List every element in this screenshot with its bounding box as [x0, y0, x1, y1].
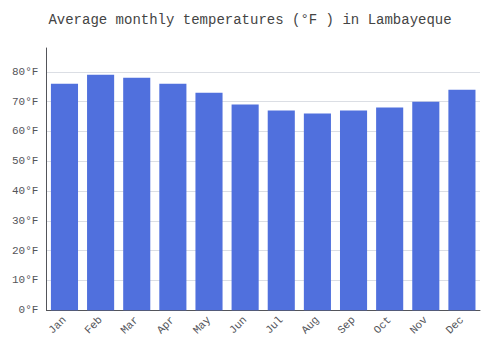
svg-text:Mar: Mar — [119, 314, 141, 336]
svg-text:May: May — [191, 314, 214, 337]
svg-text:Feb: Feb — [82, 314, 104, 336]
svg-text:Average monthly temperatures (: Average monthly temperatures (°F ) in La… — [48, 12, 451, 28]
svg-text:Sep: Sep — [335, 314, 357, 336]
svg-text:Jan: Jan — [46, 314, 68, 336]
svg-text:50°F: 50°F — [12, 155, 38, 167]
svg-text:70°F: 70°F — [12, 96, 38, 108]
svg-text:Oct: Oct — [371, 314, 393, 336]
svg-text:Aug: Aug — [299, 314, 321, 336]
svg-text:Nov: Nov — [408, 314, 431, 337]
svg-text:Jun: Jun — [227, 314, 249, 336]
svg-text:10°F: 10°F — [12, 274, 38, 286]
svg-text:60°F: 60°F — [12, 125, 38, 137]
svg-text:Dec: Dec — [444, 314, 466, 336]
svg-text:0°F: 0°F — [19, 304, 39, 316]
svg-text:40°F: 40°F — [12, 185, 38, 197]
svg-text:80°F: 80°F — [12, 66, 38, 78]
svg-text:30°F: 30°F — [12, 215, 38, 227]
svg-text:20°F: 20°F — [12, 245, 38, 257]
svg-text:Apr: Apr — [155, 314, 177, 336]
svg-text:Jul: Jul — [263, 314, 285, 336]
